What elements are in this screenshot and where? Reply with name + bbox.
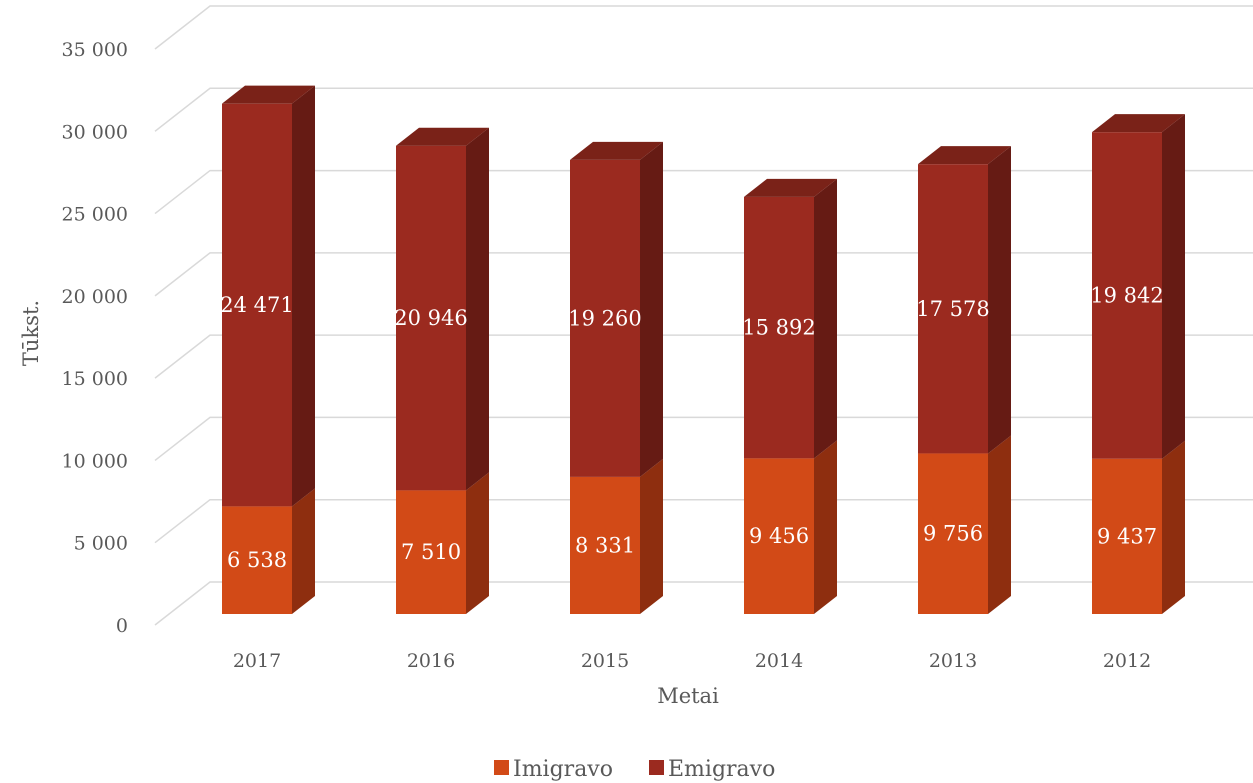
y-axis-title: Tūkst. bbox=[19, 300, 43, 366]
gridline bbox=[154, 252, 1253, 297]
data-label-imigravo-2012: 9 437 bbox=[1097, 524, 1157, 548]
bar-top-2017 bbox=[222, 85, 315, 104]
bar-side-emigravo-2016 bbox=[466, 127, 489, 491]
bar-top-2015 bbox=[570, 141, 663, 160]
gridlines bbox=[154, 5, 1253, 626]
y-axis-ticks: 0 5 000 10 000 15 000 20 000 25 000 30 000 35 0… bbox=[62, 39, 128, 637]
legend-label-emigravo: Emigravo bbox=[668, 757, 775, 782]
bar-side-imigravo-2017 bbox=[292, 488, 315, 614]
bar-side-emigravo-2013 bbox=[988, 146, 1011, 454]
legend-swatch-emigravo bbox=[649, 760, 664, 775]
gridline bbox=[154, 581, 1253, 626]
y-tick-label: 30 000 bbox=[62, 121, 128, 143]
gridline bbox=[154, 334, 1253, 379]
bar-side-emigravo-2014 bbox=[814, 178, 837, 459]
bar-side-imigravo-2016 bbox=[466, 472, 489, 614]
bars bbox=[222, 85, 1185, 614]
data-label-emigravo-2015: 19 260 bbox=[568, 306, 641, 330]
bar-top-2012 bbox=[1092, 114, 1185, 133]
data-label-emigravo-2014: 15 892 bbox=[742, 316, 815, 340]
data-labels: 6 538 24 471 7 510 20 946 8 331 19 260 9 456 15… bbox=[220, 283, 1163, 572]
y-tick-label: 15 000 bbox=[62, 368, 128, 390]
gridline bbox=[154, 5, 1253, 50]
gridline bbox=[154, 416, 1253, 462]
x-tick-label: 2014 bbox=[755, 650, 803, 672]
bar-emigravo-2015 bbox=[570, 159, 640, 477]
gridline bbox=[154, 169, 1253, 215]
x-tick-label: 2012 bbox=[1103, 650, 1151, 672]
y-tick-label: 5 000 bbox=[74, 533, 128, 555]
bar-imigravo-2012 bbox=[1092, 458, 1162, 614]
bar-emigravo-2012 bbox=[1092, 132, 1162, 459]
x-tick-label: 2013 bbox=[929, 650, 977, 672]
bar-side-emigravo-2015 bbox=[640, 141, 663, 477]
x-axis-title: Metai bbox=[657, 684, 719, 708]
bar-side-imigravo-2014 bbox=[814, 440, 837, 614]
bar-side-emigravo-2017 bbox=[292, 85, 315, 507]
bar-imigravo-2014 bbox=[744, 458, 814, 614]
data-label-emigravo-2013: 17 578 bbox=[916, 297, 989, 321]
bar-side-imigravo-2012 bbox=[1162, 440, 1185, 614]
bar-top-2013 bbox=[918, 146, 1011, 165]
data-label-emigravo-2017: 24 471 bbox=[220, 293, 293, 317]
x-tick-label: 2017 bbox=[233, 650, 281, 672]
x-tick-label: 2015 bbox=[581, 650, 629, 672]
y-tick-label: 0 bbox=[116, 615, 128, 637]
bar-emigravo-2014 bbox=[744, 196, 814, 459]
data-label-imigravo-2016: 7 510 bbox=[401, 540, 461, 564]
legend-swatch-imigravo bbox=[494, 760, 509, 775]
data-label-emigravo-2012: 19 842 bbox=[1090, 283, 1163, 307]
data-label-emigravo-2016: 20 946 bbox=[394, 306, 467, 330]
data-label-imigravo-2017: 6 538 bbox=[227, 548, 287, 572]
x-tick-label: 2016 bbox=[407, 650, 455, 672]
data-label-imigravo-2013: 9 756 bbox=[923, 522, 983, 546]
gridline bbox=[154, 498, 1253, 544]
gridline bbox=[154, 87, 1253, 132]
legend: Imigravo Emigravo bbox=[494, 757, 775, 782]
bar-side-imigravo-2013 bbox=[988, 435, 1011, 614]
bar-side-imigravo-2015 bbox=[640, 458, 663, 614]
bar-imigravo-2016 bbox=[396, 490, 466, 614]
bar-imigravo-2017 bbox=[222, 506, 292, 614]
bar-emigravo-2017 bbox=[222, 103, 292, 507]
bar-top-2014 bbox=[744, 178, 837, 197]
data-label-imigravo-2014: 9 456 bbox=[749, 524, 809, 548]
bar-imigravo-2013 bbox=[918, 453, 988, 614]
data-label-imigravo-2015: 8 331 bbox=[575, 533, 635, 557]
y-tick-label: 35 000 bbox=[62, 39, 128, 61]
x-axis-ticks: 2017 2016 2015 2014 2013 2012 bbox=[233, 650, 1151, 672]
legend-label-imigravo: Imigravo bbox=[513, 757, 613, 782]
bar-emigravo-2013 bbox=[918, 164, 988, 454]
bar-top-2016 bbox=[396, 127, 489, 146]
y-tick-label: 25 000 bbox=[62, 204, 128, 226]
bar-imigravo-2015 bbox=[570, 476, 640, 614]
y-tick-label: 10 000 bbox=[62, 450, 128, 472]
bar-emigravo-2016 bbox=[396, 145, 466, 491]
bar-side-emigravo-2012 bbox=[1162, 114, 1185, 459]
y-tick-label: 20 000 bbox=[62, 286, 128, 308]
